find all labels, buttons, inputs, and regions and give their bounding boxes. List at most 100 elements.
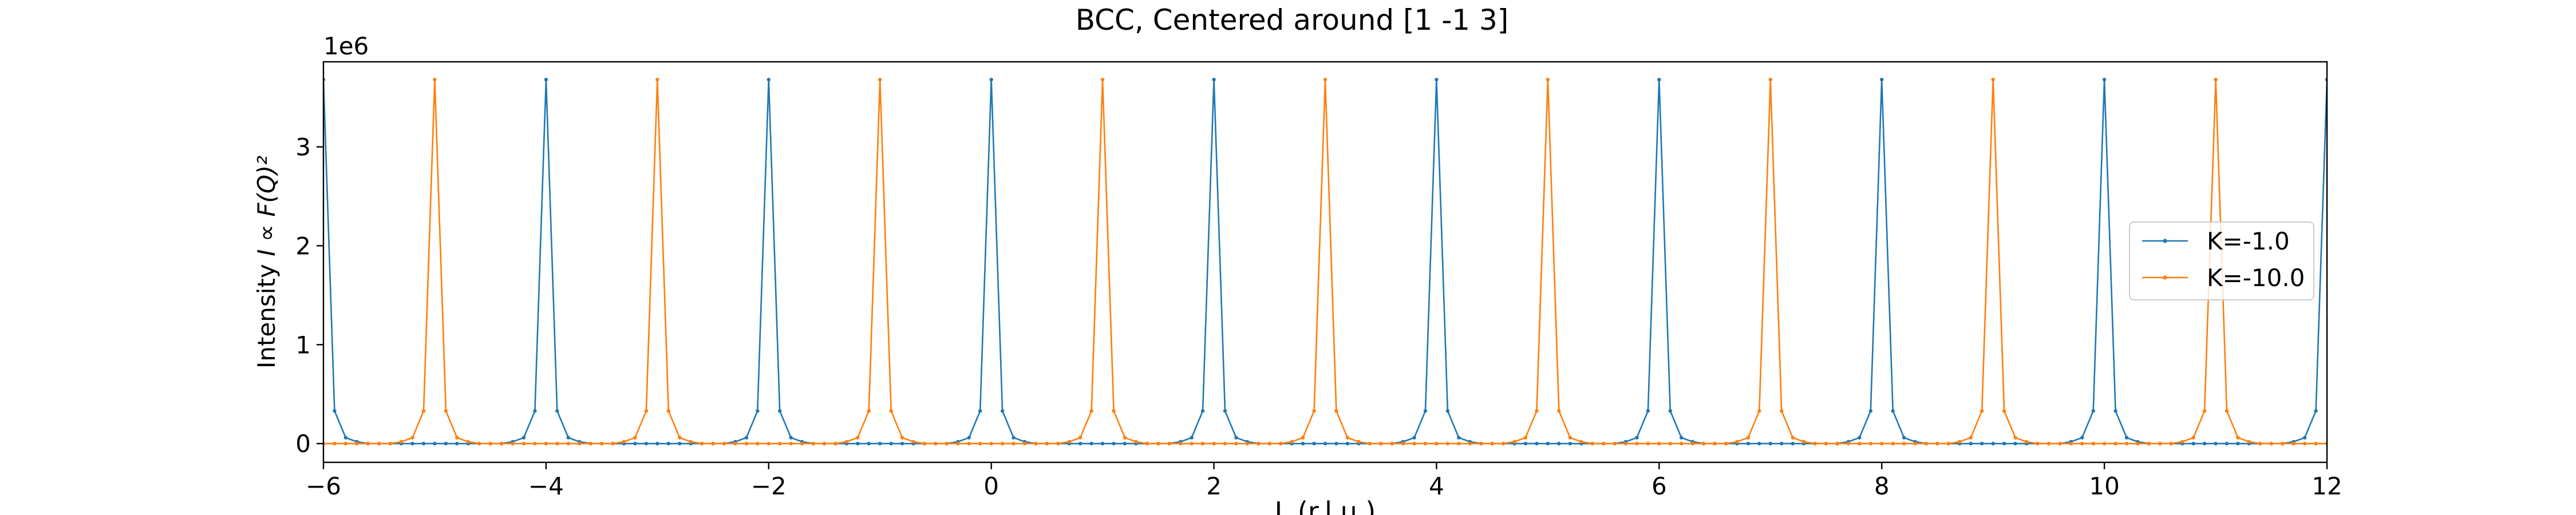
data-point <box>1457 442 1461 446</box>
data-point <box>555 409 559 413</box>
data-point <box>700 442 704 446</box>
plot-area <box>323 77 2327 446</box>
data-point <box>689 439 693 444</box>
data-point <box>2124 435 2129 439</box>
data-point <box>2258 442 2262 446</box>
data-point <box>1290 439 1294 444</box>
data-point <box>1680 442 1684 446</box>
data-point <box>533 442 537 446</box>
data-point <box>1145 442 1149 446</box>
data-point <box>355 442 359 446</box>
legend-marker <box>2163 275 2167 280</box>
data-point <box>1390 442 1394 446</box>
data-point <box>2091 442 2095 446</box>
data-point <box>1868 409 1872 413</box>
data-point <box>1312 409 1316 413</box>
data-point <box>1791 435 1795 439</box>
data-point <box>1768 77 1772 82</box>
data-point <box>1457 435 1461 439</box>
data-point <box>1312 442 1316 446</box>
data-point <box>889 442 893 446</box>
data-point <box>1323 442 1327 446</box>
data-point <box>733 442 737 446</box>
data-point <box>1212 77 1216 82</box>
data-point <box>544 77 548 82</box>
data-point <box>333 442 337 446</box>
data-point <box>800 442 804 446</box>
data-point <box>555 442 559 446</box>
data-point <box>767 442 771 446</box>
data-point <box>1623 442 1628 446</box>
data-point <box>1635 442 1639 446</box>
data-point <box>1969 435 1973 439</box>
data-point <box>1000 442 1005 446</box>
data-point <box>1523 435 1528 439</box>
data-point <box>1768 442 1772 446</box>
data-point <box>1546 77 1550 82</box>
data-point <box>455 442 459 446</box>
data-point <box>789 435 793 439</box>
data-point <box>1902 435 1906 439</box>
data-point <box>1546 442 1550 446</box>
data-point <box>2302 435 2307 439</box>
data-point <box>421 442 426 446</box>
data-point <box>1791 442 1795 446</box>
data-point <box>1368 442 1372 446</box>
data-point <box>1445 409 1450 413</box>
data-point <box>1858 435 1862 439</box>
data-point <box>1835 442 1839 446</box>
y-axis-label: Intensity I ∝ F(Q)² <box>252 156 280 369</box>
data-point <box>1568 442 1572 446</box>
data-point <box>1089 442 1093 446</box>
data-point <box>2169 442 2173 446</box>
x-tick-label: 0 <box>983 472 999 500</box>
data-point <box>421 409 426 413</box>
y-tick-label: 2 <box>295 232 311 260</box>
data-point <box>1924 442 1929 446</box>
data-point <box>2058 442 2062 446</box>
data-point <box>711 442 715 446</box>
data-point <box>377 442 381 446</box>
chart-title: BCC, Centered around [1 -1 3] <box>1076 3 1509 37</box>
data-point <box>1223 442 1227 446</box>
data-point <box>2314 409 2318 413</box>
x-tick-label: 8 <box>1874 472 1890 500</box>
legend-entry: K=-10.0 <box>2142 264 2305 292</box>
data-point <box>1357 439 1361 444</box>
data-point <box>1535 442 1539 446</box>
data-point <box>722 442 726 446</box>
data-point <box>911 439 915 444</box>
data-point <box>1212 442 1216 446</box>
data-point <box>1590 442 1594 446</box>
data-point <box>2013 435 2017 439</box>
data-point <box>1334 442 1338 446</box>
data-point <box>1301 435 1305 439</box>
data-point <box>1412 435 1416 439</box>
data-point <box>1735 439 1739 444</box>
data-point <box>967 442 971 446</box>
data-point <box>488 442 492 446</box>
data-point <box>2281 442 2285 446</box>
data-point <box>889 409 893 413</box>
data-point <box>1557 442 1561 446</box>
data-point <box>1423 442 1428 446</box>
data-point <box>2180 439 2184 444</box>
data-point <box>2191 435 2195 439</box>
data-point <box>1200 442 1205 446</box>
data-point <box>1680 435 1684 439</box>
data-point <box>1980 409 1984 413</box>
x-tick-label: −2 <box>751 472 787 500</box>
data-point <box>1100 442 1105 446</box>
data-point <box>1468 442 1472 446</box>
data-point <box>410 442 414 446</box>
y-axis-label-math: I ∝ F(Q)² <box>252 156 280 256</box>
data-point <box>410 435 414 439</box>
data-point <box>844 439 849 444</box>
data-point <box>1078 442 1082 446</box>
data-point <box>1935 442 1939 446</box>
data-point <box>1701 442 1706 446</box>
legend-label: K=-10.0 <box>2207 264 2305 292</box>
data-point <box>2102 442 2107 446</box>
data-point <box>1379 442 1383 446</box>
